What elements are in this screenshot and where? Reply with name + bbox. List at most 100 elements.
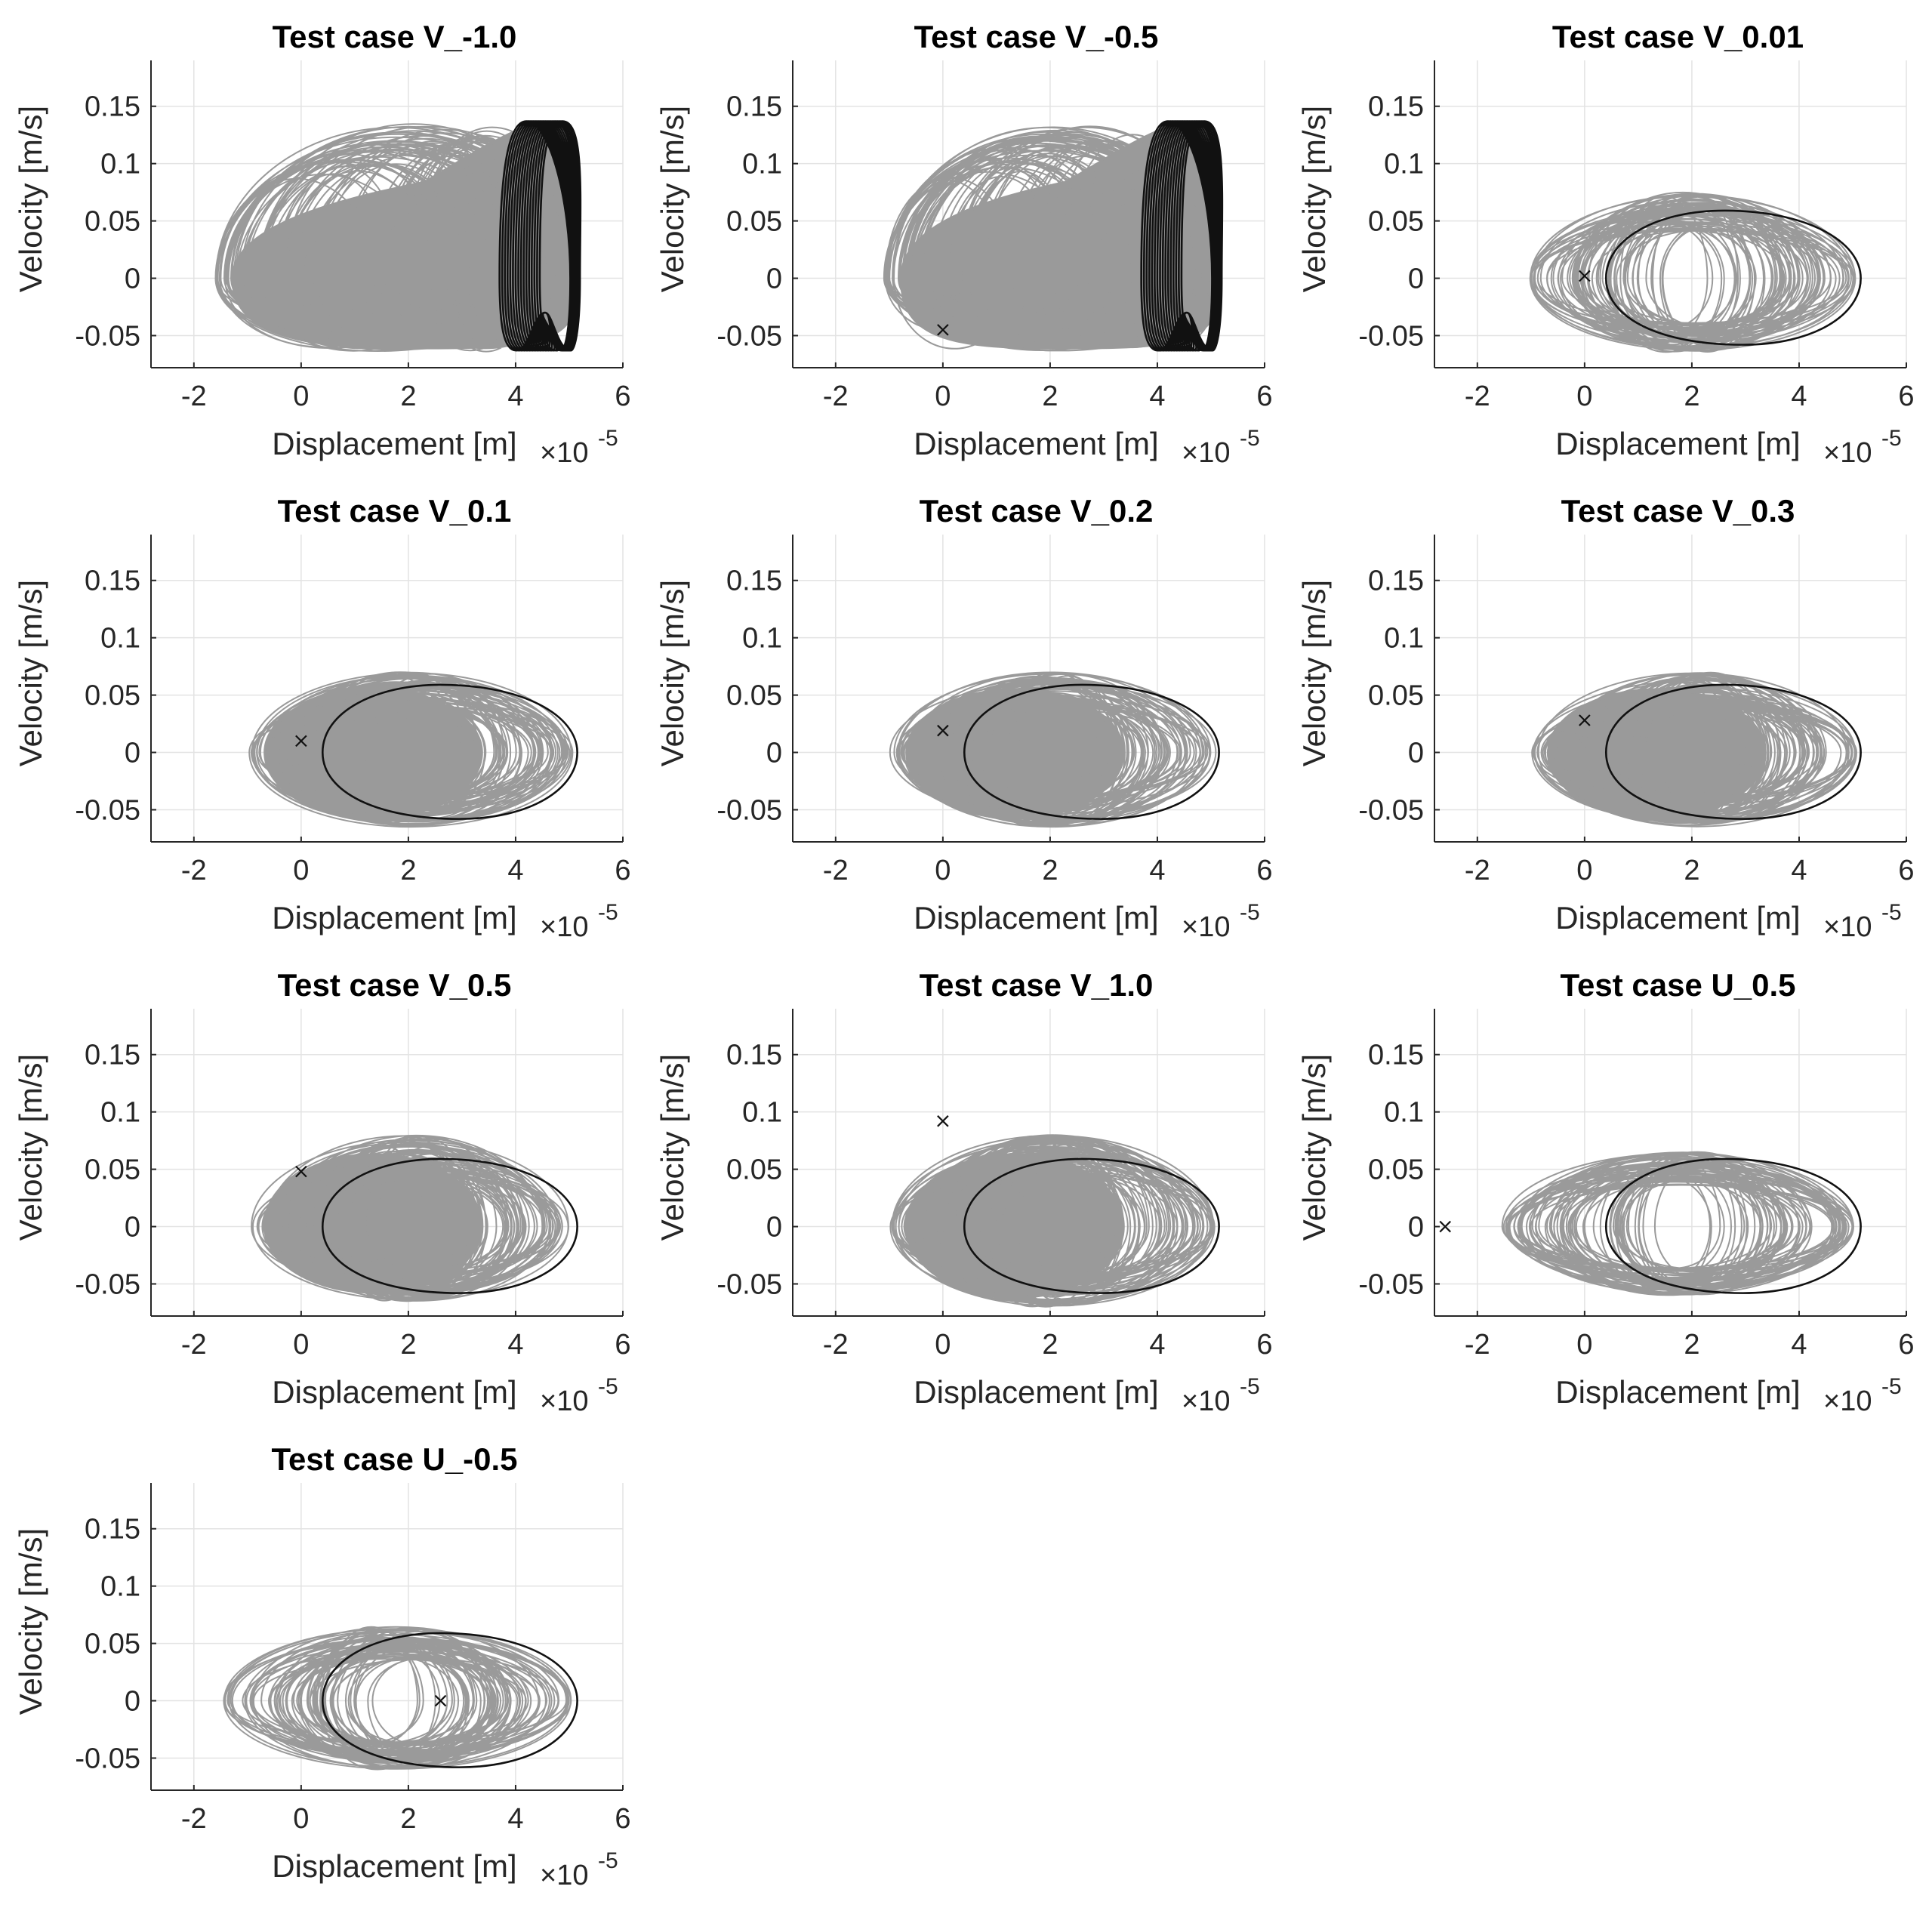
subplot-10: -2 0 2 4 6 -0.05 0 0.05 0.1 0.15 Test case U_-0.5 D… [13, 1441, 631, 1891]
x-tick-label: 6 [615, 1803, 630, 1835]
chaotic-attractor [498, 120, 582, 352]
x-tick-label: 4 [1791, 855, 1807, 886]
x-axis-label: Displacement [m] [272, 900, 516, 935]
x-axis-label: Displacement [m] [914, 900, 1158, 935]
x-tick-label: 2 [400, 1803, 416, 1835]
x-tick-label: 6 [1256, 381, 1272, 412]
subplot-4: -2 0 2 4 6 -0.05 0 0.05 0.1 0.15 Test case V_0.1 Di… [13, 493, 631, 943]
y-tick-label: 0 [1408, 1212, 1424, 1244]
y-tick-label: 0.15 [85, 566, 140, 597]
plot-area [889, 671, 1220, 828]
y-tick-label: 0.05 [1368, 680, 1424, 712]
x-tick-label: -2 [181, 855, 207, 886]
x-multiplier-exponent: -5 [1881, 426, 1902, 451]
x-axis-label: Displacement [m] [914, 426, 1158, 461]
x-tick-label: 2 [400, 1329, 416, 1361]
periodic-orbit [321, 1632, 578, 1768]
y-tick-label: -0.05 [716, 320, 782, 352]
periodic-orbit [963, 1157, 1220, 1294]
y-tick-label: 0.05 [85, 1154, 140, 1186]
y-tick-label: 0.1 [100, 623, 140, 655]
x-tick-label: 0 [293, 1803, 309, 1835]
x-multiplier-base: ×10 [540, 1385, 588, 1417]
initial-condition-marker [1579, 270, 1591, 282]
x-tick-label: 0 [293, 381, 309, 412]
initial-condition-marker [937, 724, 949, 737]
x-tick-label: 2 [1684, 1329, 1699, 1361]
y-tick-label: -0.05 [75, 794, 140, 826]
x-tick-label: 0 [293, 855, 309, 886]
x-multiplier-exponent: -5 [1881, 900, 1902, 925]
x-tick-label: 4 [1791, 1329, 1807, 1361]
x-axis-label: Displacement [m] [272, 1374, 516, 1410]
y-tick-label: -0.05 [75, 1268, 140, 1300]
y-tick-label: 0.15 [85, 91, 140, 123]
subplot-title: Test case V_-1.0 [273, 19, 517, 54]
initial-condition-marker [1439, 1220, 1451, 1233]
plot-area [883, 120, 1224, 352]
x-tick-label: 4 [1149, 855, 1165, 886]
trajectory-cloud [889, 1134, 1216, 1308]
plot-area [251, 1134, 578, 1302]
trajectory-cloud [223, 1626, 572, 1771]
x-tick-label: 2 [1042, 1329, 1058, 1361]
subplot-title: Test case V_0.2 [920, 493, 1154, 529]
subplot-title: Test case V_1.0 [920, 967, 1154, 1003]
x-multiplier-exponent: -5 [1240, 900, 1260, 925]
subplot-3: -2 0 2 4 6 -0.05 0 0.05 0.1 0.15 Test case V_0.01 D… [1296, 19, 1915, 469]
x-tick-label: -2 [823, 1329, 849, 1361]
initial-condition-marker [295, 1165, 307, 1178]
x-tick-label: 2 [1042, 381, 1058, 412]
subplot-title: Test case U_0.5 [1560, 967, 1795, 1003]
subplot-title: Test case V_0.1 [278, 493, 512, 529]
y-tick-label: 0.05 [85, 206, 140, 238]
x-multiplier-base: ×10 [540, 911, 588, 943]
x-tick-label: -2 [181, 1803, 207, 1835]
plot-area [1501, 1151, 1862, 1296]
periodic-orbit [1604, 683, 1862, 820]
subplot-title: Test case V_0.3 [1561, 493, 1795, 529]
x-multiplier-exponent: -5 [598, 900, 618, 925]
x-multiplier-base: ×10 [1823, 1385, 1872, 1417]
x-multiplier-exponent: -5 [1240, 426, 1260, 451]
x-multiplier-exponent: -5 [598, 1848, 618, 1873]
x-multiplier-exponent: -5 [1881, 1374, 1902, 1399]
y-tick-label: 0 [766, 264, 782, 295]
y-tick-label: 0.1 [742, 623, 782, 655]
x-multiplier-base: ×10 [1182, 1385, 1230, 1417]
trajectory-cloud [889, 671, 1217, 828]
x-multiplier-exponent: -5 [598, 1374, 618, 1399]
y-axis-label: Velocity [m/s] [1296, 1054, 1332, 1241]
x-tick-label: 4 [1149, 1329, 1165, 1361]
x-axis-label: Displacement [m] [1555, 426, 1800, 461]
y-tick-label: -0.05 [75, 1743, 140, 1774]
periodic-orbit [321, 1157, 578, 1294]
x-multiplier-base: ×10 [1823, 911, 1872, 943]
trajectory-cloud [1531, 671, 1858, 828]
periodic-orbit [1604, 1157, 1862, 1294]
y-tick-label: 0.1 [1384, 623, 1424, 655]
x-tick-label: 6 [1256, 855, 1272, 886]
x-multiplier-base: ×10 [1182, 437, 1230, 469]
trajectory-cloud [1529, 191, 1857, 353]
x-tick-label: -2 [823, 855, 849, 886]
y-tick-label: 0.15 [726, 566, 782, 597]
y-tick-label: 0.05 [1368, 206, 1424, 238]
y-tick-label: 0.05 [726, 206, 782, 238]
x-tick-label: -2 [181, 381, 207, 412]
x-tick-label: 4 [507, 381, 523, 412]
x-tick-label: 6 [615, 1329, 630, 1361]
y-tick-label: 0 [766, 738, 782, 769]
initial-condition-marker [937, 324, 949, 336]
x-tick-label: 2 [1684, 381, 1699, 412]
subplot-title: Test case V_-0.5 [914, 19, 1159, 54]
y-tick-label: 0.1 [1384, 149, 1424, 180]
y-tick-label: 0.1 [100, 149, 140, 180]
x-multiplier-base: ×10 [1823, 437, 1872, 469]
x-tick-label: 2 [1042, 855, 1058, 886]
y-tick-label: 0.1 [742, 1097, 782, 1129]
subplot-6: -2 0 2 4 6 -0.05 0 0.05 0.1 0.15 Test case V_0.3 Di… [1296, 493, 1915, 943]
plot-area [1529, 191, 1862, 353]
x-tick-label: 6 [615, 855, 630, 886]
